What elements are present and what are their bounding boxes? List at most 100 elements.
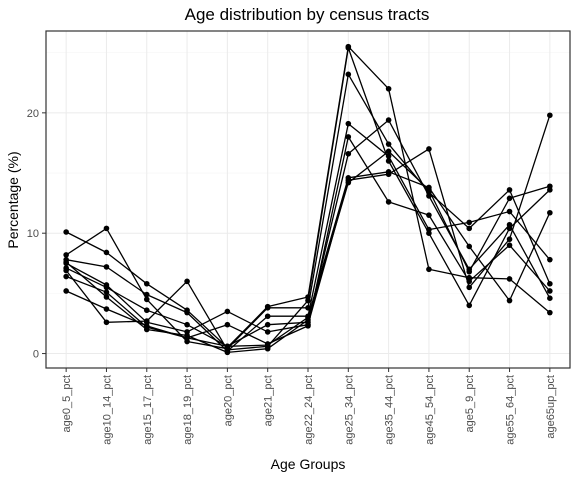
- data-point: [506, 225, 513, 232]
- series-8: [63, 134, 553, 347]
- data-point: [63, 273, 69, 280]
- data-point: [426, 146, 432, 152]
- x-tick-label: age35_44_pct: [384, 375, 396, 445]
- data-point: [103, 306, 110, 312]
- data-point: [466, 268, 473, 275]
- data-point: [547, 288, 553, 294]
- data-point: [305, 317, 311, 323]
- series-9: [63, 148, 553, 356]
- data-point: [547, 112, 553, 119]
- data-point: [466, 302, 473, 309]
- data-point: [184, 278, 190, 285]
- chart-title: Age distribution by census tracts: [185, 5, 430, 24]
- data-point: [385, 85, 392, 92]
- data-point: [547, 256, 553, 263]
- data-point: [63, 229, 69, 235]
- data-point: [305, 323, 311, 329]
- data-point: [143, 280, 150, 287]
- x-tick-label: age18_19_pct: [182, 375, 194, 445]
- data-point: [547, 309, 553, 316]
- data-point: [426, 212, 432, 218]
- data-point: [466, 219, 473, 226]
- data-point: [264, 313, 271, 320]
- data-point: [506, 297, 513, 304]
- data-point: [224, 349, 231, 356]
- data-point: [184, 309, 190, 316]
- x-tick-label: age65up_pct: [545, 375, 557, 439]
- data-point: [506, 208, 513, 215]
- data-point: [466, 225, 473, 232]
- data-point: [466, 284, 473, 291]
- data-point: [103, 249, 110, 256]
- data-point: [506, 236, 513, 243]
- data-point: [264, 329, 271, 335]
- x-tick-label: age22_24_pct: [303, 375, 315, 445]
- data-point: [345, 71, 352, 78]
- data-point: [103, 294, 110, 300]
- data-point: [103, 284, 110, 291]
- data-point: [184, 332, 190, 339]
- data-point: [345, 175, 352, 181]
- data-point: [385, 117, 392, 123]
- data-point: [466, 278, 473, 285]
- data-point: [143, 318, 150, 324]
- data-point: [63, 259, 69, 265]
- data-point: [264, 305, 271, 311]
- x-tick-label: age20_pct: [222, 375, 234, 426]
- data-point: [63, 252, 69, 258]
- x-tick-label: age55_64_pct: [505, 375, 517, 445]
- data-point: [385, 148, 392, 155]
- data-point: [345, 150, 352, 157]
- data-point: [264, 341, 271, 347]
- data-point: [143, 326, 150, 333]
- data-point: [345, 120, 352, 127]
- data-point: [345, 45, 352, 51]
- data-point: [426, 266, 432, 273]
- data-point: [547, 209, 553, 216]
- data-point: [506, 276, 513, 282]
- data-point: [143, 307, 150, 314]
- data-point: [143, 291, 150, 298]
- y-axis-title: Percentage (%): [5, 151, 21, 248]
- x-tick-label: age5_9_pct: [464, 375, 476, 433]
- data-point: [103, 289, 110, 295]
- data-point: [547, 295, 553, 301]
- y-axis: 0 10 20: [27, 108, 46, 361]
- data-point: [184, 321, 190, 328]
- data-point: [103, 319, 110, 326]
- data-point: [385, 158, 392, 164]
- x-tick-label: age25_34_pct: [343, 375, 355, 445]
- x-tick-label: age0_5_pct: [61, 375, 73, 433]
- data-point: [466, 243, 473, 250]
- data-point: [264, 321, 271, 328]
- data-point: [143, 296, 150, 303]
- y-tick-label: 10: [27, 228, 39, 240]
- data-point: [547, 183, 553, 190]
- y-tick-label: 0: [33, 349, 39, 361]
- data-point: [345, 134, 352, 140]
- data-point: [506, 242, 513, 249]
- x-axis-title: Age Groups: [271, 456, 346, 472]
- x-tick-label: age15_17_pct: [142, 375, 154, 445]
- data-point: [426, 187, 432, 193]
- data-point: [385, 169, 392, 175]
- data-point: [385, 199, 392, 205]
- data-point: [63, 288, 69, 294]
- data-point: [506, 187, 513, 193]
- data-point: [385, 141, 392, 147]
- data-point: [506, 195, 513, 202]
- y-tick-label: 20: [27, 108, 39, 120]
- x-tick-label: age10_14_pct: [101, 375, 113, 445]
- data-point: [63, 267, 69, 274]
- data-point: [305, 297, 311, 304]
- data-point: [224, 321, 231, 328]
- data-point: [426, 230, 432, 236]
- data-point: [426, 193, 432, 199]
- data-point: [103, 225, 110, 232]
- data-point: [224, 308, 231, 315]
- series-group: [63, 43, 553, 356]
- data-point: [264, 345, 271, 352]
- data-point: [547, 280, 553, 287]
- x-tick-label: age21_pct: [263, 375, 275, 426]
